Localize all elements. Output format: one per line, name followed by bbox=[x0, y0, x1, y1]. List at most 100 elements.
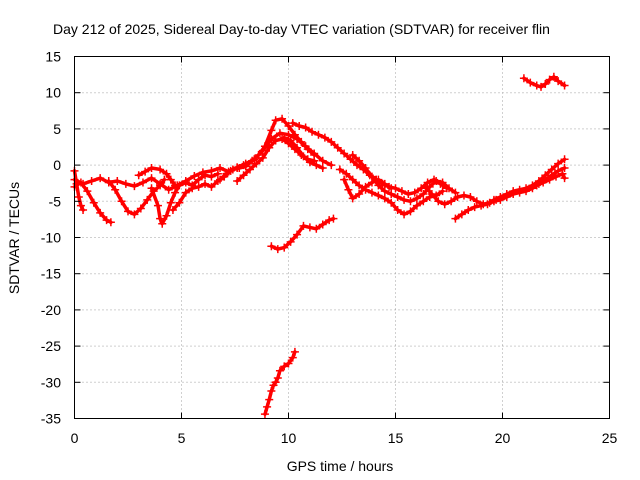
y-tick-label: -20 bbox=[41, 302, 61, 318]
data-point-plus-marker bbox=[216, 175, 225, 184]
data-point-plus-marker bbox=[156, 181, 165, 190]
data-point-plus-marker bbox=[286, 237, 295, 246]
data-point-plus-marker bbox=[545, 75, 554, 84]
data-point-plus-marker bbox=[143, 195, 152, 204]
x-tick-label: 15 bbox=[388, 430, 404, 446]
data-point-plus-marker bbox=[335, 165, 344, 174]
data-point-plus-marker bbox=[117, 197, 126, 206]
data-point-plus-marker bbox=[554, 159, 563, 168]
data-point-plus-marker bbox=[299, 152, 308, 161]
data-point-plus-marker bbox=[284, 122, 293, 131]
data-point-plus-marker bbox=[552, 172, 560, 181]
data-point-plus-marker bbox=[532, 81, 541, 90]
y-tick-label: -30 bbox=[41, 374, 61, 390]
x-tick-label: 10 bbox=[281, 430, 297, 446]
data-point-plus-marker bbox=[355, 156, 364, 165]
y-tick-label: 0 bbox=[53, 157, 61, 173]
data-point-plus-marker bbox=[560, 155, 569, 164]
x-tick-label: 20 bbox=[495, 430, 511, 446]
data-point-plus-marker bbox=[412, 194, 421, 203]
chart-grid bbox=[74, 56, 610, 419]
data-point-plus-marker bbox=[280, 243, 289, 252]
data-point-plus-marker bbox=[547, 165, 556, 174]
y-tick-label: -25 bbox=[41, 338, 61, 354]
series-sat-f bbox=[147, 169, 222, 228]
data-point-plus-marker bbox=[290, 347, 299, 356]
series-sat-d bbox=[104, 175, 169, 219]
data-point-plus-marker bbox=[245, 165, 254, 174]
data-point-plus-marker bbox=[400, 210, 409, 219]
data-point-plus-marker bbox=[445, 184, 453, 193]
data-point-plus-marker bbox=[466, 192, 475, 201]
data-point-plus-marker bbox=[96, 174, 105, 183]
x-tick-label: 5 bbox=[178, 430, 186, 446]
data-point-plus-marker bbox=[327, 137, 336, 146]
data-point-plus-marker bbox=[171, 188, 180, 197]
data-point-plus-marker bbox=[207, 182, 216, 191]
data-point-plus-marker bbox=[355, 181, 364, 190]
data-point-plus-marker bbox=[344, 185, 353, 194]
data-point-plus-marker bbox=[340, 149, 349, 158]
data-point-plus-marker bbox=[111, 185, 120, 194]
data-point-plus-marker bbox=[124, 207, 132, 216]
data-point-plus-marker bbox=[432, 177, 441, 186]
data-point-plus-marker bbox=[162, 169, 171, 178]
data-point-plus-marker bbox=[258, 153, 267, 162]
data-point-plus-marker bbox=[273, 245, 282, 254]
data-point-plus-marker bbox=[537, 82, 546, 91]
data-point-plus-marker bbox=[190, 171, 199, 180]
data-point-plus-marker bbox=[130, 210, 139, 219]
data-point-plus-marker bbox=[166, 175, 175, 184]
data-point-plus-marker bbox=[459, 191, 468, 200]
chart-axes: 0 5 10 15 20 25 -35 -30 -25 -20 -15 -10 -5 0 5 10 15 bbox=[41, 49, 618, 447]
data-point-plus-marker bbox=[554, 166, 563, 175]
series-sat-q bbox=[489, 155, 569, 204]
data-point-plus-marker bbox=[138, 178, 147, 187]
data-point-plus-marker bbox=[188, 184, 197, 193]
data-point-plus-marker bbox=[239, 171, 248, 180]
data-point-plus-marker bbox=[286, 136, 295, 145]
data-point-plus-marker bbox=[290, 130, 299, 139]
data-point-plus-marker bbox=[254, 150, 263, 159]
data-point-plus-marker bbox=[271, 378, 280, 387]
data-point-plus-marker bbox=[275, 366, 284, 375]
series-sat-h bbox=[216, 114, 319, 184]
data-point-plus-marker bbox=[222, 169, 231, 178]
y-tick-label: -35 bbox=[41, 411, 61, 427]
x-tick-label: 0 bbox=[71, 430, 79, 446]
data-point-plus-marker bbox=[318, 220, 327, 229]
data-point-plus-marker bbox=[380, 194, 389, 203]
data-point-plus-marker bbox=[267, 126, 276, 135]
data-point-plus-marker bbox=[297, 137, 306, 146]
data-point-plus-marker bbox=[320, 133, 329, 142]
data-point-plus-marker bbox=[367, 178, 376, 187]
y-tick-label: -10 bbox=[41, 230, 61, 246]
data-point-plus-marker bbox=[166, 198, 175, 207]
data-point-plus-marker bbox=[352, 161, 361, 170]
data-point-plus-marker bbox=[301, 123, 310, 132]
data-point-plus-marker bbox=[288, 353, 297, 362]
data-point-plus-marker bbox=[361, 182, 370, 191]
data-point-plus-marker bbox=[265, 395, 274, 404]
chart-title: Day 212 of 2025, Sidereal Day-to-day VTE… bbox=[53, 21, 550, 37]
data-point-plus-marker bbox=[380, 187, 389, 196]
data-point-plus-marker bbox=[74, 192, 83, 201]
data-point-plus-marker bbox=[263, 402, 272, 411]
data-point-plus-marker bbox=[201, 171, 210, 180]
data-point-plus-marker bbox=[532, 181, 541, 190]
data-point-plus-marker bbox=[106, 218, 115, 227]
data-point-plus-marker bbox=[374, 191, 383, 200]
data-point-plus-marker bbox=[175, 181, 184, 190]
data-point-plus-marker bbox=[130, 182, 139, 191]
data-point-plus-marker bbox=[522, 184, 531, 193]
series-sat-k bbox=[280, 133, 327, 172]
data-point-plus-marker bbox=[453, 192, 462, 201]
data-point-plus-marker bbox=[421, 182, 430, 191]
data-point-plus-marker bbox=[147, 163, 156, 172]
data-point-plus-marker bbox=[260, 142, 269, 151]
data-point-plus-marker bbox=[136, 204, 145, 213]
data-point-plus-marker bbox=[393, 205, 402, 214]
series-sat-e bbox=[134, 163, 180, 190]
data-point-plus-marker bbox=[515, 185, 524, 194]
